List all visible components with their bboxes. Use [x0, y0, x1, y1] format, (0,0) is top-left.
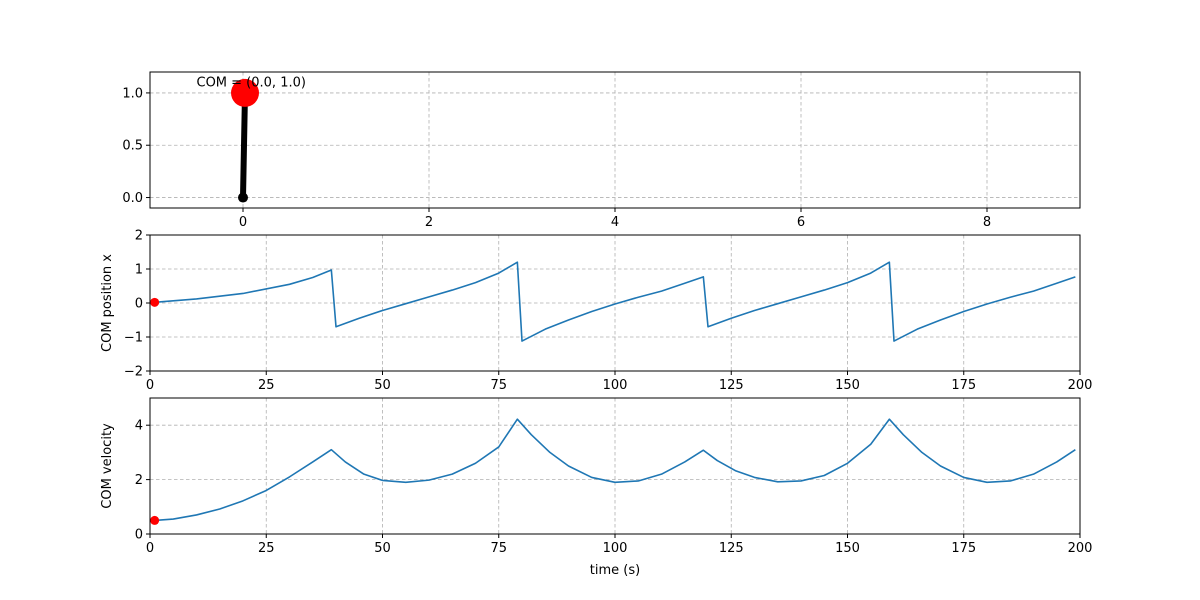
chart-0-x-tick-label-3: 6 [797, 215, 805, 230]
com-velocity-panel: 0 25 50 75 100 125 150 175 200 0 2 4 COM velocity tim… [100, 397, 1093, 578]
chart-2-x-tick-label-4: 100 [603, 541, 628, 556]
chart-2-x-tick-label-6: 150 [835, 541, 860, 556]
pendulum-com-mass [231, 78, 259, 107]
chart-2-x-tick-label-2: 50 [374, 541, 391, 556]
chart-1-x-tick-label-4: 100 [603, 378, 628, 393]
chart-0-y-tick-label-2: 1.0 [122, 86, 143, 101]
chart-1-y-tick-label-3: 1 [135, 263, 143, 278]
com-position-panel: 0 25 50 75 100 125 150 175 200 −2 −1 0 1 2 COM positio… [100, 229, 1092, 394]
chart-1-series-line-0 [154, 261, 1076, 342]
chart-1-x-tick-label-3: 75 [490, 378, 507, 393]
chart-2-x-tick-label-3: 75 [490, 541, 507, 556]
chart-2-y-axis-label: COM velocity [100, 423, 115, 509]
chart-1-y-axis-label: COM position x [100, 254, 115, 352]
chart-0-y-tick-label-0: 0.0 [122, 191, 143, 206]
chart-1-x-tick-label-5: 125 [719, 378, 744, 393]
chart-2-y-tick-label-2: 4 [135, 419, 143, 434]
chart-0-y-tick-label-1: 0.5 [122, 139, 143, 154]
chart-2-y-tick-label-0: 0 [135, 528, 143, 543]
chart-2-x-tick-label-5: 125 [719, 541, 744, 556]
chart-1-x-tick-label-8: 200 [1068, 378, 1093, 393]
chart-2-x-axis-label: time (s) [590, 563, 640, 578]
chart-2-x-tick-label-1: 25 [258, 541, 275, 556]
chart-1-y-tick-label-0: −2 [124, 365, 143, 380]
chart-2-x-tick-label-7: 175 [951, 541, 976, 556]
chart-2-current-time-marker [150, 515, 160, 525]
chart-1-x-tick-label-6: 150 [835, 378, 860, 393]
chart-0-x-tick-label-1: 2 [425, 215, 433, 230]
chart-0-x-tick-label-2: 4 [611, 215, 619, 230]
chart-1-x-tick-label-2: 50 [374, 378, 391, 393]
chart-1-y-tick-label-1: −1 [124, 331, 143, 346]
chart-1-y-tick-label-4: 2 [135, 229, 143, 244]
pendulum-pivot-point [238, 192, 248, 203]
chart-1-x-tick-label-0: 0 [146, 378, 154, 393]
chart-0-x-tick-label-0: 0 [239, 215, 247, 230]
pendulum-panel: 0 2 4 6 8 0.0 0.5 1.0 COM = (0.0, 1.0) [122, 71, 1081, 230]
chart-1-x-tick-label-1: 25 [258, 378, 275, 393]
chart-0-com-annotation-0: COM = (0.0, 1.0) [197, 76, 306, 91]
chart-1-current-time-marker [150, 297, 160, 307]
chart-2-y-tick-label-1: 2 [135, 473, 143, 488]
chart-2-x-tick-label-0: 0 [146, 541, 154, 556]
chart-2-series-line-0 [154, 418, 1076, 522]
chart-0-x-tick-label-4: 8 [983, 215, 991, 230]
chart-2-x-tick-label-8: 200 [1068, 541, 1093, 556]
chart-1-y-tick-label-2: 0 [135, 297, 143, 312]
chart-1-x-tick-label-7: 175 [951, 378, 976, 393]
pendulum-rod [240, 89, 248, 201]
